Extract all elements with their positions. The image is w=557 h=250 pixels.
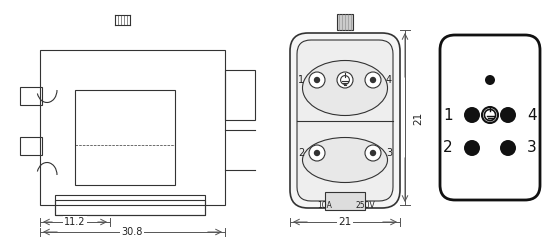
Circle shape (314, 150, 320, 156)
Circle shape (340, 76, 349, 84)
Text: 11.2: 11.2 (64, 217, 86, 227)
Text: 3: 3 (527, 140, 537, 156)
Text: 30.8: 30.8 (121, 227, 143, 237)
Bar (55, 200, 205, 215)
Text: 10A: 10A (317, 200, 333, 209)
Circle shape (309, 72, 325, 88)
Text: 21: 21 (338, 217, 351, 227)
Ellipse shape (302, 60, 388, 116)
FancyBboxPatch shape (290, 33, 400, 208)
Circle shape (464, 140, 480, 156)
Circle shape (370, 150, 376, 156)
Circle shape (500, 140, 516, 156)
Circle shape (464, 107, 480, 123)
Text: 250V: 250V (355, 200, 375, 209)
Circle shape (485, 75, 495, 85)
Bar (75, 90, 175, 185)
Circle shape (370, 77, 376, 83)
Text: 3: 3 (386, 148, 392, 158)
Circle shape (365, 145, 381, 161)
Circle shape (309, 145, 325, 161)
Bar (325, 192, 365, 210)
Text: 2: 2 (298, 148, 304, 158)
Circle shape (337, 72, 353, 88)
Circle shape (500, 107, 516, 123)
Text: 21: 21 (413, 112, 423, 124)
Bar (20, 87, 42, 105)
Text: 2: 2 (443, 140, 453, 156)
Bar (20, 137, 42, 155)
Circle shape (485, 110, 496, 120)
Text: 1: 1 (443, 108, 453, 122)
Ellipse shape (302, 138, 388, 182)
Text: 4: 4 (527, 108, 537, 122)
Bar (55, 195, 205, 215)
Circle shape (482, 107, 498, 123)
Bar (225, 70, 255, 120)
Bar (337, 14, 353, 30)
Circle shape (314, 77, 320, 83)
Text: 1: 1 (298, 75, 304, 85)
Text: 4: 4 (386, 75, 392, 85)
FancyBboxPatch shape (297, 40, 393, 201)
Bar (40, 50, 225, 205)
Circle shape (365, 72, 381, 88)
FancyBboxPatch shape (440, 35, 540, 200)
